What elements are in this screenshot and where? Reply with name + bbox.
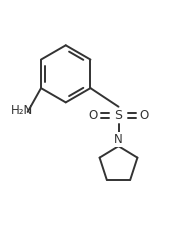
- Text: H₂N: H₂N: [11, 104, 34, 117]
- Text: S: S: [115, 109, 122, 122]
- Text: N: N: [114, 133, 123, 146]
- Text: O: O: [140, 109, 149, 122]
- Text: O: O: [88, 109, 97, 122]
